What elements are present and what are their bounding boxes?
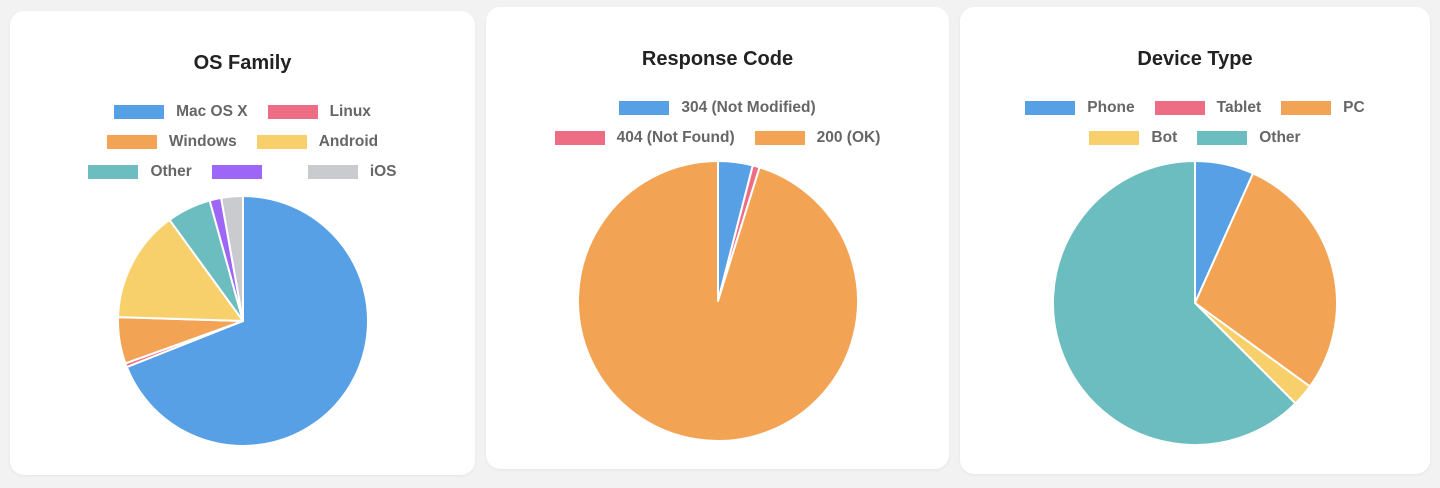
- legend-item-phone[interactable]: Phone: [1025, 99, 1135, 117]
- legend-label: PC: [1343, 99, 1365, 116]
- pie-slice-other[interactable]: [1052, 160, 1297, 446]
- pie-slice-pc[interactable]: [1194, 172, 1338, 388]
- chart-legend: 304 (Not Modified) 404 (Not Found) 200 (…: [486, 93, 949, 153]
- legend-item-windows[interactable]: Windows: [106, 133, 237, 151]
- legend-label: 304 (Not Modified): [681, 99, 816, 116]
- legend-item-bot[interactable]: Bot: [1089, 129, 1177, 147]
- chart-legend: Mac OS X Linux Windows Android: [10, 97, 475, 187]
- legend-label: Windows: [168, 133, 237, 150]
- legend-item-tablet[interactable]: Tablet: [1154, 99, 1262, 117]
- legend-swatch: [619, 101, 670, 115]
- legend-item-pc[interactable]: PC: [1281, 99, 1365, 117]
- legend-label: Bot: [1151, 129, 1178, 146]
- response-code-card: Response Code 304 (Not Modified) 404 (No…: [486, 7, 949, 469]
- legend-label: Other: [1259, 129, 1301, 146]
- os-family-pie: [117, 195, 369, 447]
- legend-label: Linux: [329, 103, 371, 120]
- legend-label: Tablet: [1216, 99, 1262, 116]
- legend-item-404[interactable]: 404 (Not Found): [554, 129, 735, 147]
- legend-swatch: [88, 165, 139, 179]
- legend-swatch: [754, 131, 805, 145]
- legend-label: Mac OS X: [176, 103, 248, 120]
- pie-slice-ios[interactable]: [220, 195, 244, 322]
- chart-title: Response Code: [641, 48, 794, 70]
- legend-label: Android: [318, 133, 379, 150]
- pie-slice-mac-os-x[interactable]: [125, 195, 369, 447]
- legend-label: 404 (Not Found): [616, 129, 735, 146]
- legend-item-other[interactable]: Other: [1197, 129, 1301, 147]
- legend-swatch: [307, 165, 358, 179]
- legend-swatch: [211, 165, 262, 179]
- legend-item-mac-os-x[interactable]: Mac OS X: [114, 103, 248, 121]
- legend-item-linux[interactable]: Linux: [267, 103, 371, 121]
- pie-slice-android[interactable]: [117, 218, 244, 322]
- legend-label: 200 (OK): [816, 129, 881, 146]
- chart-title: OS Family: [193, 52, 292, 74]
- legend-label: Phone: [1087, 99, 1135, 116]
- legend-item-android[interactable]: Android: [256, 133, 379, 151]
- legend-swatch: [1197, 131, 1248, 145]
- legend-swatch: [267, 105, 318, 119]
- legend-label: iOS: [369, 163, 397, 180]
- chart-legend: Phone Tablet PC Bot Other: [960, 93, 1430, 153]
- pie-slice-200-ok[interactable]: [577, 160, 859, 442]
- os-family-card: OS Family Mac OS X Linux Windows: [10, 11, 475, 475]
- legend-item-ios[interactable]: iOS: [307, 163, 397, 181]
- legend-item-200[interactable]: 200 (OK): [754, 129, 881, 147]
- legend-swatch: [554, 131, 605, 145]
- legend-swatch: [114, 105, 165, 119]
- legend-label: Other: [150, 163, 192, 180]
- legend-swatch: [1154, 101, 1205, 115]
- response-code-pie: [577, 160, 859, 442]
- legend-swatch: [256, 135, 307, 149]
- chart-title: Device Type: [1137, 48, 1253, 70]
- legend-item-304[interactable]: 304 (Not Modified): [619, 99, 816, 117]
- device-type-pie: [1052, 160, 1338, 446]
- legend-item-unlabeled[interactable]: [211, 165, 288, 179]
- device-type-card: Device Type Phone Tablet PC: [960, 7, 1430, 474]
- legend-swatch: [106, 135, 157, 149]
- legend-swatch: [1281, 101, 1332, 115]
- legend-item-other[interactable]: Other: [88, 163, 192, 181]
- legend-swatch: [1089, 131, 1140, 145]
- legend-swatch: [1025, 101, 1076, 115]
